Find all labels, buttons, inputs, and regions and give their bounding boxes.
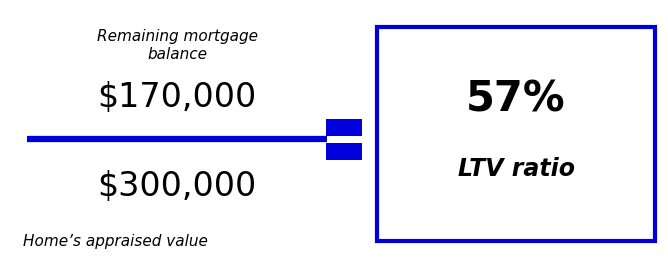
- Text: LTV ratio: LTV ratio: [458, 157, 574, 181]
- FancyBboxPatch shape: [326, 143, 362, 160]
- Text: Remaining mortgage
balance: Remaining mortgage balance: [96, 29, 258, 62]
- Text: $170,000: $170,000: [98, 81, 257, 114]
- Text: Home’s appraised value: Home’s appraised value: [23, 234, 208, 249]
- FancyBboxPatch shape: [377, 27, 655, 241]
- Text: $300,000: $300,000: [98, 170, 257, 203]
- FancyBboxPatch shape: [326, 118, 362, 136]
- Text: 57%: 57%: [466, 78, 566, 120]
